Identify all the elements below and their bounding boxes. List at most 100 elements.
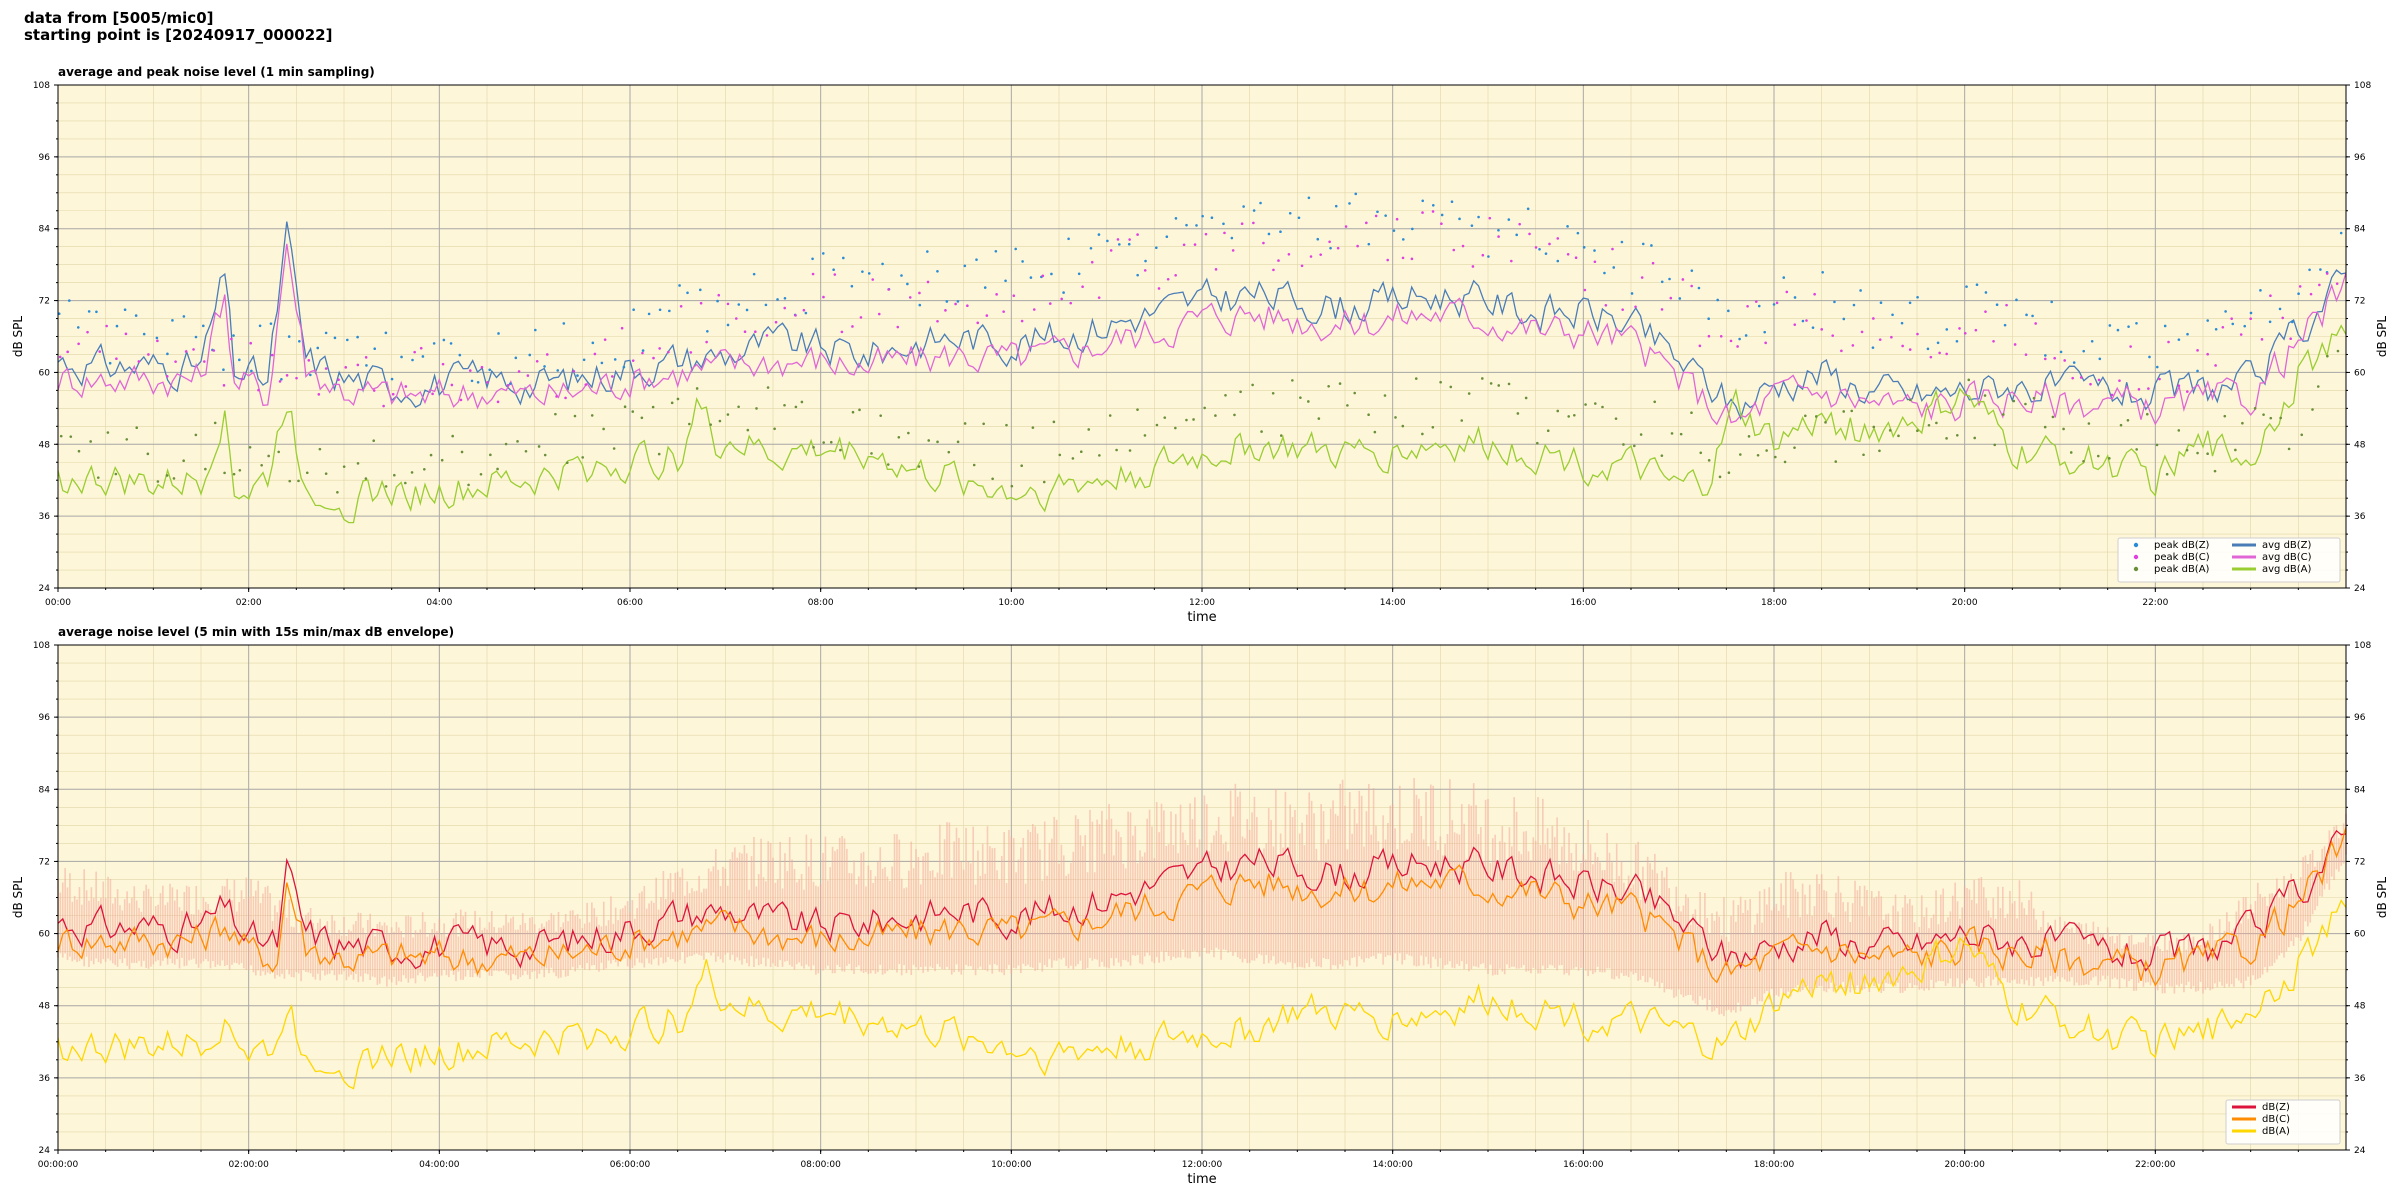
series-peakA-point [1707, 459, 1711, 462]
series-peakC-point [995, 293, 998, 296]
series-peakA-point [1584, 403, 1587, 406]
series-peakZ-point [1329, 246, 1332, 250]
series-peakZ-point [2308, 268, 2311, 272]
x-tick-label: 20:00 [1952, 598, 1978, 608]
series-peakZ-point [1354, 192, 1358, 196]
legend-label: dB(A) [2262, 1126, 2290, 1137]
y-tick-label-left: 84 [39, 225, 51, 235]
series-dbA-line [57, 899, 2347, 1090]
series-peakA-point [2108, 457, 2111, 460]
x-tick-label: 08:00 [808, 598, 834, 608]
series-peakA-point [1346, 404, 1349, 407]
series-peakA-point [907, 431, 910, 435]
series-peakA-point [1042, 480, 1046, 484]
series-peakZ-point [1630, 292, 1634, 295]
series-peakZ-point [1707, 317, 1710, 321]
series-peakZ-point [752, 272, 756, 276]
series-peakZ-point [1811, 326, 1815, 329]
series-peakA-point [1467, 392, 1471, 395]
series-peakC-point [1344, 225, 1348, 228]
series-peakC-point [679, 304, 683, 308]
y-tick-label-right: 84 [2354, 785, 2366, 795]
x-tick-label: 16:00:00 [1563, 1160, 1604, 1170]
series-peakC-point [1621, 308, 1624, 311]
series-peakZ-point [591, 341, 595, 345]
series-peakC-point [496, 400, 500, 404]
series-peakC-point [1916, 332, 1919, 336]
series-peakA-point [1993, 443, 1997, 447]
series-peakC-point [450, 383, 454, 387]
series-peakZ-point [2090, 340, 2094, 343]
series-peakA-point [602, 427, 605, 431]
series-peakA-point [1842, 410, 1846, 413]
series-peakC-point [743, 330, 747, 334]
series-peakC-point [926, 280, 930, 284]
series-peakZ-point [298, 339, 301, 343]
series-peakA-point [1421, 432, 1424, 436]
series-peakZ-point [1210, 216, 1214, 220]
series-peakA-point [1058, 453, 1062, 457]
series-peakC-point [2177, 384, 2181, 387]
series-peakA-point [879, 414, 882, 417]
series-peakZ-point [2163, 324, 2167, 328]
series-peakA-point [2177, 429, 2181, 432]
series-peakZ-point [906, 282, 909, 286]
series-peakZ-point [764, 303, 768, 307]
series-peakC-point [1805, 319, 1808, 322]
series-peakZ-point [470, 379, 474, 383]
series-peakA-point [2096, 454, 2100, 458]
series-peakC-point [249, 341, 253, 345]
series-peakC-point [1908, 348, 1912, 351]
series-peakA-point [2185, 448, 2189, 452]
series-peakZ-point [804, 311, 808, 315]
series-peakC-point [658, 347, 661, 350]
series-peakC-point [833, 273, 837, 276]
series-peakC-point [2137, 388, 2141, 391]
series-peakC-point [307, 359, 311, 362]
series-peakZ-point [134, 314, 138, 317]
series-peakC-point [2196, 349, 2199, 352]
series-peakA-point [1945, 437, 1948, 440]
series-peakZ-point [918, 303, 922, 307]
series-peakA-point [410, 471, 414, 474]
y-tick-label-right: 72 [2354, 857, 2365, 867]
series-peakA-point [537, 445, 541, 448]
series-peakA-point [2145, 412, 2149, 416]
y-tick-label-right: 24 [2354, 584, 2366, 594]
series-peakC-point [2147, 387, 2150, 390]
series-peakC-point [1736, 345, 1739, 348]
series-peakC-point [1729, 339, 1733, 343]
series-peakZ-point [1487, 255, 1490, 258]
series-avgA-line [57, 324, 2347, 524]
series-peakC-point [908, 296, 912, 299]
series-peakZ-point [706, 329, 709, 333]
series-peakZ-point [776, 298, 779, 301]
series-peakZ-point [1230, 236, 1234, 240]
series-peakC-point [1166, 277, 1170, 281]
series-peakC-point [2110, 393, 2114, 397]
series-peakA-point [917, 465, 921, 468]
series-peakC-point [985, 314, 989, 317]
series-dbC-line [57, 827, 2347, 987]
series-peakZ-point [2025, 313, 2028, 317]
series-peakA-point [1079, 450, 1083, 453]
series-peakC-point [1840, 349, 1843, 353]
series-peakZ-point [514, 356, 518, 360]
series-peakA-point [1401, 424, 1405, 428]
series-peakZ-point [562, 322, 566, 325]
series-peakC-point [765, 334, 769, 337]
series-peakC-point [468, 369, 472, 372]
series-peakA-point [1573, 413, 1576, 417]
series-peakZ-point [1392, 229, 1396, 232]
series-peakA-point [223, 471, 226, 475]
series-avgC-line [57, 243, 2347, 426]
x-tick-label: 08:00:00 [800, 1160, 841, 1170]
series-peakA-point [305, 471, 309, 475]
series-peakZ-point [287, 335, 291, 338]
series-peakA-point [106, 431, 110, 434]
series-peakA-point [897, 435, 901, 439]
series-peakA-point [670, 401, 674, 405]
series-peakZ-point [647, 312, 651, 316]
series-peakA-point [1633, 444, 1636, 448]
series-peakA-point [651, 405, 655, 409]
